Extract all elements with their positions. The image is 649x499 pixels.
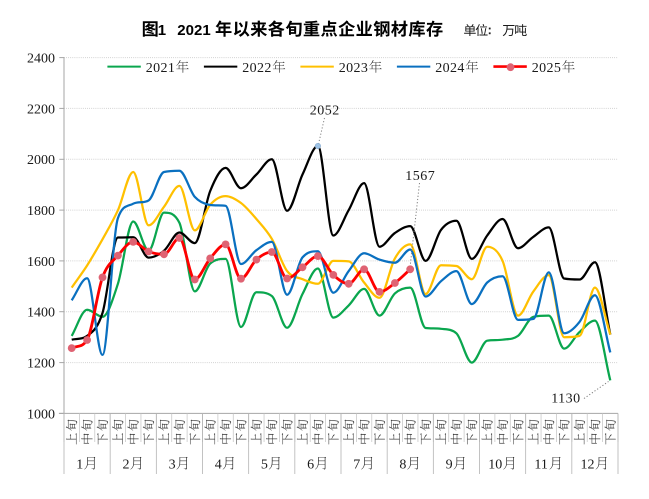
svg-text:1567: 1567 [405, 169, 435, 184]
svg-text:2022: 2022 [242, 61, 271, 76]
svg-text:7: 7 [353, 457, 360, 472]
svg-text:1: 1 [76, 457, 83, 472]
svg-text:2023: 2023 [339, 61, 368, 76]
svg-text:10: 10 [488, 457, 502, 472]
svg-text:5: 5 [261, 457, 268, 472]
svg-text:1800: 1800 [27, 204, 55, 219]
svg-text:12: 12 [581, 457, 595, 472]
svg-text:1130: 1130 [551, 391, 580, 406]
svg-text:1000: 1000 [27, 407, 55, 422]
svg-text:1400: 1400 [27, 306, 55, 321]
svg-text:2024: 2024 [435, 61, 464, 76]
svg-text:2000: 2000 [27, 153, 55, 168]
svg-text:1: 1 [158, 22, 166, 39]
svg-text:2021: 2021 [177, 22, 210, 39]
svg-text:11: 11 [534, 457, 547, 472]
svg-text:3: 3 [169, 457, 176, 472]
svg-text:2: 2 [123, 457, 130, 472]
svg-text:9: 9 [446, 457, 453, 472]
svg-text:2052: 2052 [310, 104, 340, 119]
svg-text:2400: 2400 [27, 52, 55, 67]
svg-text:2200: 2200 [27, 102, 55, 117]
svg-text:4: 4 [215, 457, 222, 472]
svg-text:1600: 1600 [27, 255, 55, 270]
svg-text:6: 6 [307, 457, 314, 472]
svg-text:1200: 1200 [27, 357, 55, 372]
svg-text:2021: 2021 [146, 61, 175, 76]
svg-text:8: 8 [399, 457, 406, 472]
svg-text:2025: 2025 [532, 61, 561, 76]
